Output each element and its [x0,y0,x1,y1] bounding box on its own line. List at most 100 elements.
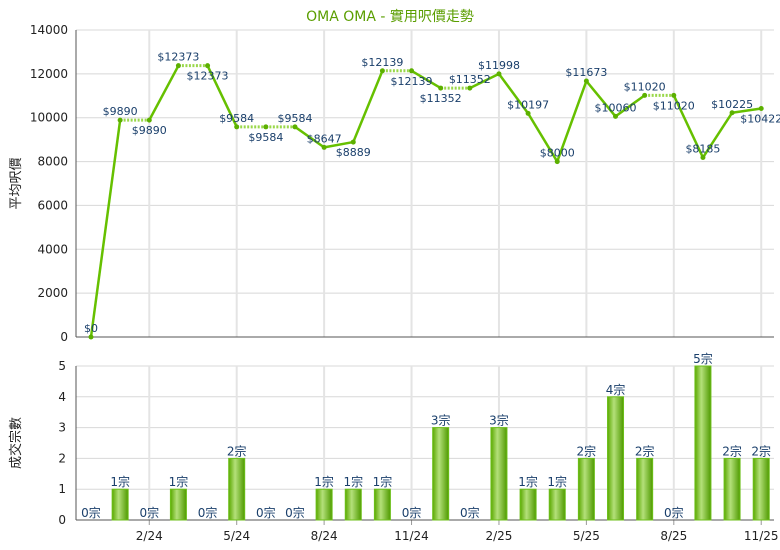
bar-label: 0宗 [664,505,684,520]
line-segment [701,112,734,159]
data-point [379,68,385,74]
bar [694,365,712,521]
line-segment [556,80,588,162]
bar [519,488,537,521]
chart-title: OMA OMA - 實用呎價走勢 [306,9,474,25]
y-axis-title: 成交宗數 [8,417,24,469]
bar-label: 5宗 [693,351,713,366]
data-point [554,159,560,165]
x-tick-label: 11/25 [744,529,779,543]
y-tick-label: 8000 [37,155,68,169]
data-point [438,85,444,91]
data-label: $12373 [187,70,229,83]
data-point [117,117,123,123]
line-segment [206,65,238,128]
bar [636,457,654,521]
data-point [409,68,415,74]
bar [169,488,187,521]
data-label: $8889 [336,146,371,159]
y-axis-title: 平均呎價 [9,157,24,209]
x-tick-label: 11/24 [394,529,429,543]
bar-label: 2宗 [722,443,742,458]
data-point [292,124,298,130]
data-label: $8000 [540,147,575,160]
bar-label: 3宗 [489,413,509,428]
y-tick-label: 4000 [37,242,68,256]
data-point [263,124,269,130]
line-segment [323,140,354,149]
data-point [467,85,473,91]
x-tick-label: 5/25 [573,529,600,543]
bar-label: 4宗 [606,382,626,397]
bar-label: 2宗 [751,443,771,458]
bar-label: 0宗 [285,505,305,520]
data-label: $11352 [420,92,462,105]
bar [490,427,508,521]
data-point [321,144,327,150]
line-segment [294,125,325,149]
data-label: $0 [84,322,98,335]
bar-label: 0宗 [256,505,276,520]
data-point [642,92,648,98]
data-label: $10197 [507,98,549,111]
data-label: $12373 [157,51,199,64]
bar-label: 2宗 [635,443,655,458]
data-label: $11352 [449,73,491,86]
bar-label: 1宗 [518,474,538,489]
data-label: $8647 [307,132,342,145]
data-point [700,155,706,161]
bar-label: 0宗 [460,505,480,520]
data-label: $11020 [653,99,695,112]
bar [228,457,246,521]
data-label: $9584 [219,112,254,125]
data-label: $11020 [624,80,666,93]
data-point [350,139,356,145]
bar [577,457,595,521]
bar-label: 0宗 [402,505,422,520]
data-point [496,71,502,77]
line-segment [585,80,617,118]
y-tick-label: 0 [58,513,66,527]
y-tick-label: 10000 [30,111,68,125]
data-label: $9890 [103,105,138,118]
bar-label: 1宗 [169,474,189,489]
x-tick-label: 2/24 [136,529,163,543]
data-point [525,110,531,116]
data-point [613,113,619,119]
y-tick-label: 3 [58,421,66,435]
bar-label: 1宗 [373,474,393,489]
line-segment [148,65,180,121]
bar [373,488,391,521]
y-tick-label: 1 [58,482,66,496]
y-tick-label: 6000 [37,198,68,212]
data-label: $11998 [478,59,520,72]
y-tick-label: 4 [58,390,66,404]
data-label: $10060 [595,101,637,114]
bar-label: 1宗 [343,474,363,489]
line-segment [469,72,500,90]
y-tick-label: 5 [58,359,66,373]
y-tick-label: 0 [60,330,68,344]
line-segment [672,94,705,159]
data-point [205,63,211,69]
line-segment [614,94,646,118]
y-tick-label: 2000 [37,286,68,300]
data-label: $9890 [132,124,167,137]
y-tick-label: 2 [58,451,66,465]
data-label: $12139 [361,56,403,69]
data-point [583,78,589,84]
x-tick-label: 8/24 [311,529,338,543]
bar-label: 1宗 [314,474,334,489]
bar-label: 0宗 [198,505,218,520]
data-label: $12139 [391,75,433,88]
bar [315,488,333,521]
data-label: $11673 [565,66,607,79]
data-point [175,63,181,69]
line-segment [410,69,442,90]
bar [752,457,770,521]
data-label: $10225 [711,98,753,111]
line-segment [731,107,762,115]
bar-label: 2宗 [227,443,247,458]
x-tick-label: 5/24 [223,529,250,543]
